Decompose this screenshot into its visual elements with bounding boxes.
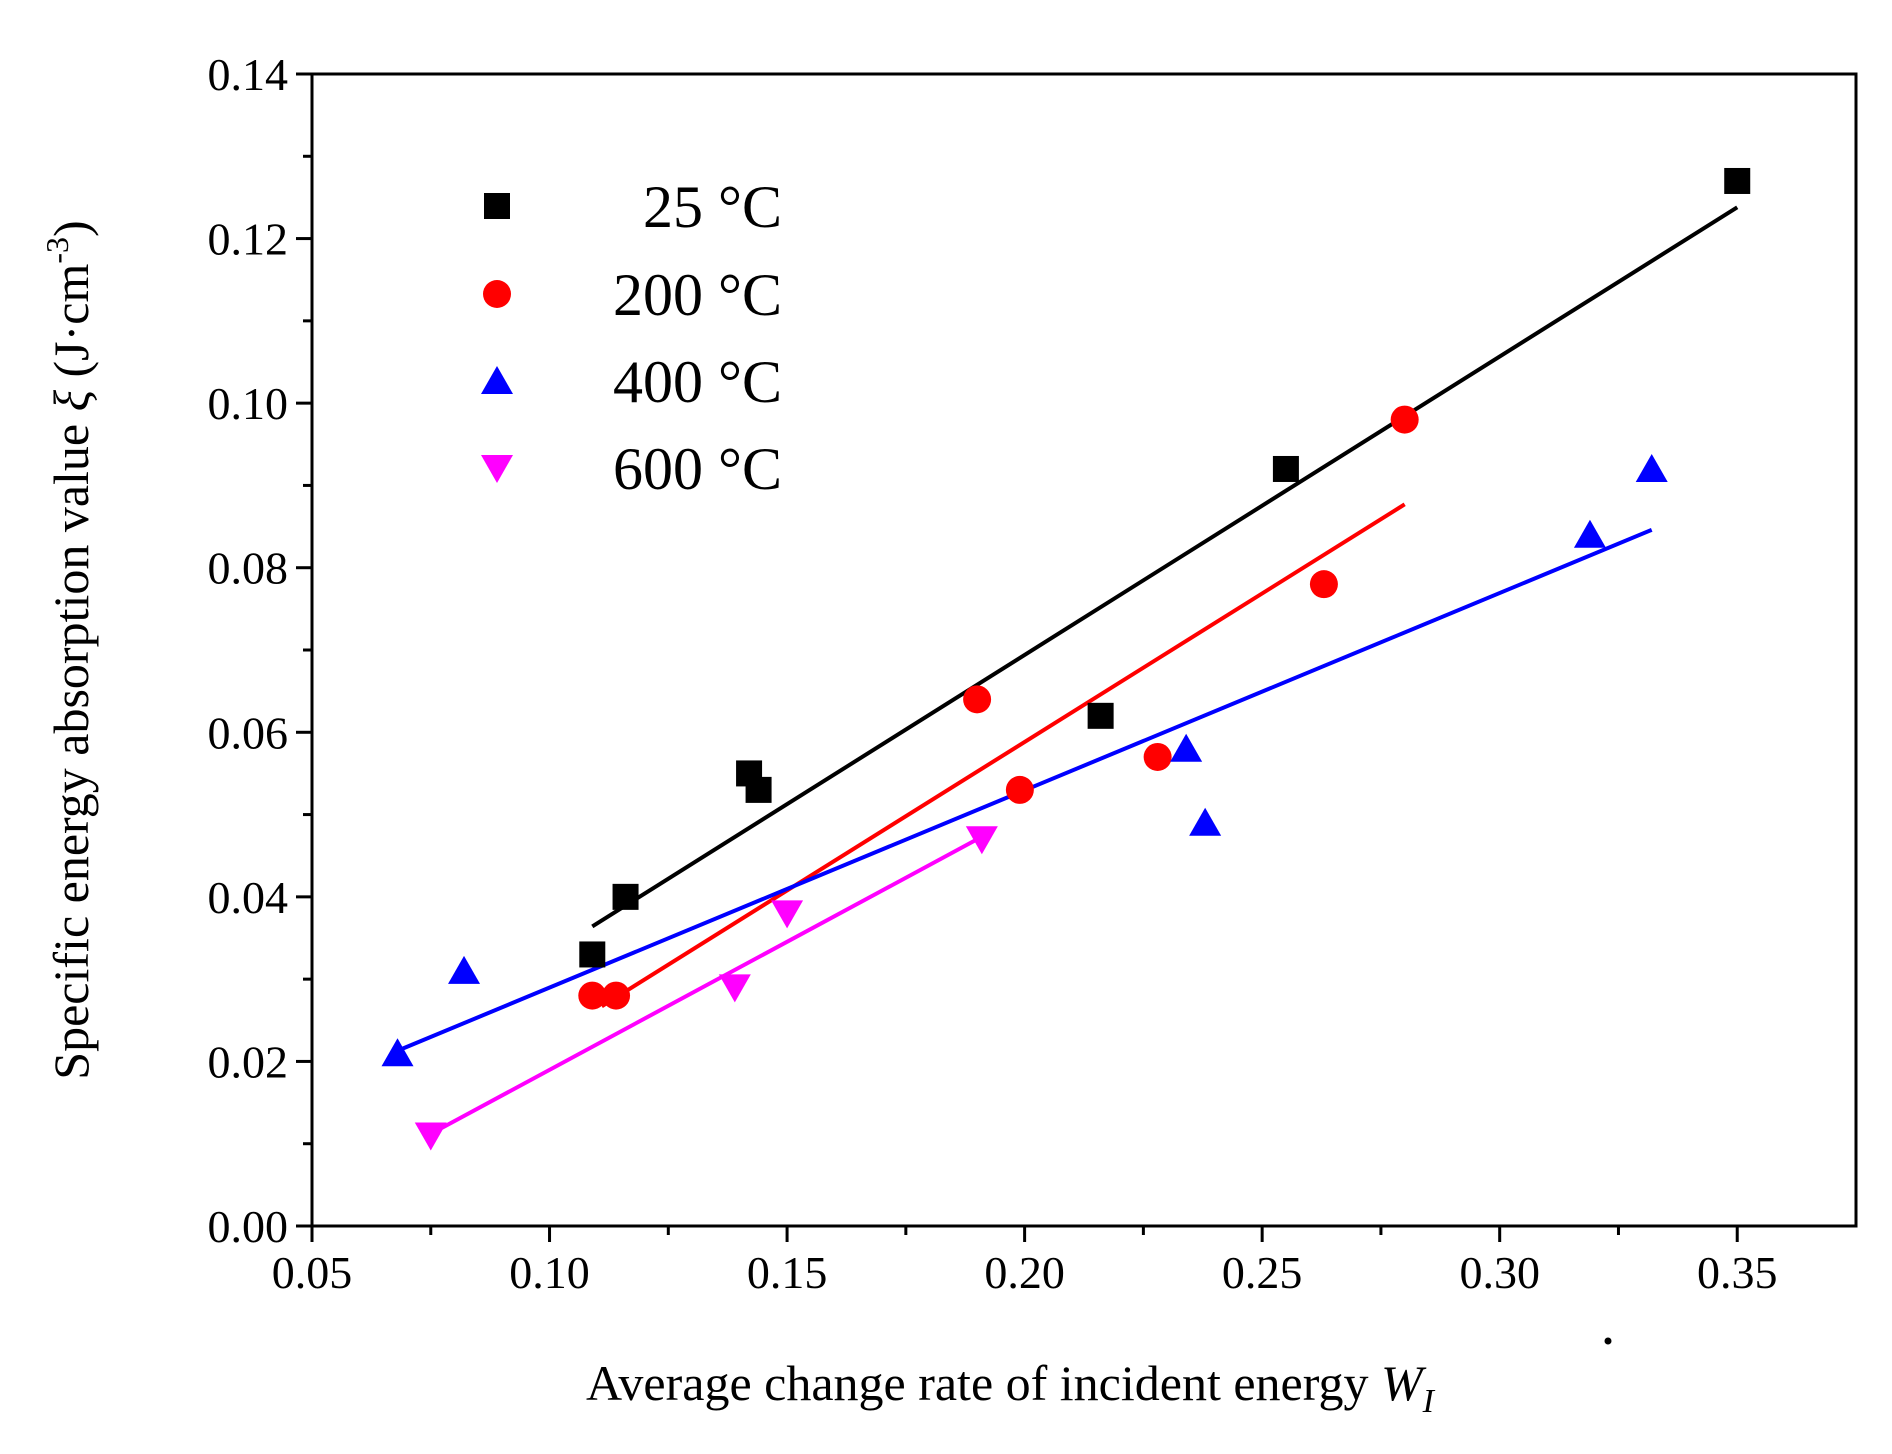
y-tick-label: 0.04 [208,872,289,923]
x-tick-label: 0.20 [984,1247,1065,1298]
data-point [963,685,992,714]
x-axis: 0.05 0.10 0.15 0.20 0.25 0.30 0.35 [272,1226,1778,1298]
plot-frame [310,72,1858,1228]
data-point [718,974,751,1003]
data-point [579,941,606,968]
x-tick-label: 0.25 [1222,1247,1303,1298]
data-point [745,776,772,803]
data-point [1272,455,1299,482]
data-point [1170,733,1203,762]
legend-label: 25 °C [643,174,782,240]
data-point [771,900,804,929]
x-tick-label: 0.05 [272,1247,353,1298]
data-point [602,981,631,1010]
data-point [381,1038,414,1067]
data-point [965,826,998,855]
data-point [1143,742,1172,771]
y-tick-label: 0.02 [208,1036,289,1087]
data-point [448,955,481,984]
data-point [1189,807,1222,836]
legend-marker [484,193,510,219]
y-tick-label: 0.08 [208,543,289,594]
fit-line [600,502,1406,1008]
legend: 25 °C 200 °C 400 °C 600 °C [481,174,782,502]
data-point [414,1122,447,1151]
data-point [1087,702,1114,729]
y-axis: 0.00 0.02 0.04 0.06 0.08 0.10 0.12 0.14 [208,49,312,1252]
legend-marker [481,455,513,483]
x-axis-title: Average change rate of incident energy W… [586,1355,1436,1420]
x-tick-label: 0.15 [747,1247,828,1298]
legend-label: 400 °C [613,349,782,415]
x-axis-title-dot [1604,1337,1612,1345]
x-tick-label: 0.10 [509,1247,590,1298]
data-point [1005,775,1034,804]
fit-line [429,835,983,1136]
legend-marker [481,366,513,394]
y-tick-label: 0.06 [208,707,289,758]
data-point [1573,519,1606,548]
data-point [1309,570,1338,599]
data-points [381,167,1751,1151]
data-point [1724,167,1751,194]
data-point [1635,453,1668,482]
data-point [1390,405,1419,434]
x-tick-label: 0.30 [1459,1247,1540,1298]
legend-label: 600 °C [613,436,782,502]
y-tick-label: 0.10 [208,378,289,429]
legend-marker [483,280,511,308]
x-tick-label: 0.35 [1697,1247,1778,1298]
data-point [612,883,639,910]
data-point [578,981,607,1010]
y-tick-label: 0.14 [208,49,289,100]
y-tick-label: 0.00 [208,1201,289,1252]
y-tick-label: 0.12 [208,214,289,265]
legend-label: 200 °C [613,262,782,328]
y-axis-title: Specific energy absorption value ξ (J·cm… [39,220,99,1079]
fit-line [591,205,1739,929]
